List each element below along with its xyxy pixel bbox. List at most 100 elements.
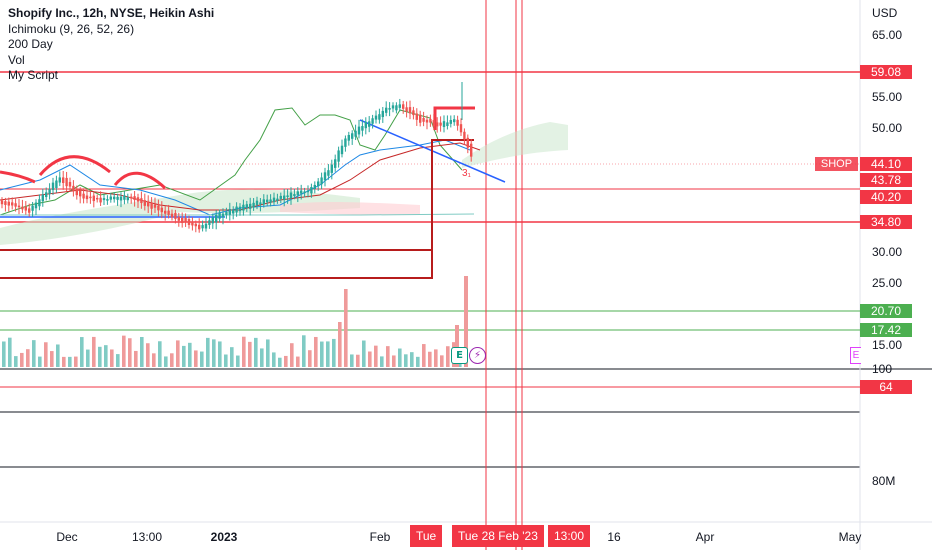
price-tick: 15.00 [872, 338, 903, 352]
candle-body [432, 120, 435, 127]
indicator-volume-label[interactable]: Vol [8, 52, 25, 67]
candle-body [340, 145, 344, 155]
chart-annotation: 3₁ [462, 168, 471, 179]
candle-body [150, 202, 153, 209]
candle-body [92, 195, 95, 202]
volume-bar [110, 349, 114, 367]
indicator-200day-label[interactable]: 200 Day [8, 37, 53, 51]
volume-bar [248, 341, 252, 367]
candle-body [174, 212, 177, 219]
candle-body [0, 200, 4, 205]
price-level-tag: 44.10 [860, 157, 912, 171]
time-label: Dec [56, 530, 78, 544]
candle-body [58, 177, 61, 183]
ichimoku-cloud [0, 189, 360, 245]
volume-bar [122, 335, 126, 367]
earnings-icon[interactable]: E [451, 347, 468, 364]
currency-label[interactable]: USD [872, 6, 898, 20]
candle-body [191, 221, 194, 226]
candle-body [402, 104, 405, 109]
candle-body [235, 206, 238, 213]
candle-body [357, 126, 361, 135]
volume-bar [368, 351, 372, 367]
candle-body [310, 187, 313, 194]
candle-body [419, 114, 422, 123]
candle-body [351, 133, 354, 139]
volume-tick: 100 [872, 362, 893, 376]
candle-body [459, 124, 463, 133]
candle-body [408, 107, 412, 114]
earnings-icon[interactable]: E [850, 347, 861, 364]
candle-body [116, 196, 119, 200]
candle-body [17, 205, 21, 208]
candle-body [323, 172, 327, 181]
candle-body [143, 200, 146, 206]
candle-body [198, 224, 201, 230]
volume-bar [464, 276, 468, 367]
candle-body [439, 122, 442, 126]
candle-body [184, 217, 187, 223]
volume-bar [434, 349, 438, 367]
volume-bar [410, 352, 414, 367]
candle-body [306, 190, 310, 193]
candle-body [79, 190, 82, 197]
price-tick: 65.00 [872, 28, 903, 42]
candle-body [412, 110, 415, 116]
candle-body [232, 209, 235, 214]
price-level-tag: 64 [860, 380, 912, 394]
volume-bar [140, 336, 144, 367]
candle-body [89, 196, 92, 199]
candle-body [62, 177, 65, 184]
volume-bar [398, 348, 402, 367]
indicator-myscript-label[interactable]: My Script [8, 68, 59, 82]
volume-bar [260, 348, 264, 367]
candle-body [269, 199, 272, 203]
volume-bar [2, 341, 6, 367]
candle-body [221, 213, 225, 218]
volume-bar [170, 353, 174, 367]
volume-bar [176, 340, 180, 367]
volume-bar [236, 355, 240, 367]
candle-body [153, 204, 157, 208]
crosshair-day-label: Tue [410, 525, 443, 547]
volume-bar [440, 355, 444, 367]
candle-body [48, 188, 51, 194]
lightning-icon[interactable]: ⚡ [469, 347, 486, 364]
volume-bar [392, 355, 396, 367]
candle-body [463, 131, 466, 140]
volume-bar [146, 343, 150, 367]
candle-body [405, 107, 408, 112]
crosshair-date-label: Tue 28 Feb '23 [452, 525, 544, 547]
candle-body [85, 195, 89, 200]
volume-bar [446, 346, 450, 367]
candle-body [167, 210, 170, 215]
price-level-tag: 20.70 [860, 304, 912, 318]
volume-bar [20, 352, 24, 367]
candle-body [436, 122, 439, 127]
volume-bar [92, 336, 96, 367]
volume-bar [188, 342, 192, 367]
volume-bar [62, 356, 66, 367]
candle-body [347, 134, 350, 141]
drawn-box [0, 139, 474, 279]
volume-tick: 80M [872, 474, 896, 488]
volume-bar [224, 354, 228, 367]
volume-bar [164, 356, 168, 367]
candle-body [123, 195, 126, 200]
symbol-title[interactable]: Shopify Inc., 12h, NYSE, Heikin Ashi [8, 6, 215, 20]
volume-bar [152, 353, 156, 367]
candle-body [211, 217, 214, 224]
price-level-tag: 43.78 [860, 173, 912, 187]
pattern-arc [0, 170, 36, 184]
candle-body [293, 194, 296, 196]
candle-body [164, 210, 167, 214]
candle-body [11, 202, 14, 206]
indicator-ichimoku-label[interactable]: Ichimoku (9, 26, 52, 26) [8, 21, 135, 36]
volume-bar [206, 337, 210, 367]
time-label: 16 [607, 530, 621, 544]
ichimoku-cloud [280, 201, 420, 215]
candle-body [266, 199, 269, 203]
candle-body [51, 182, 55, 191]
